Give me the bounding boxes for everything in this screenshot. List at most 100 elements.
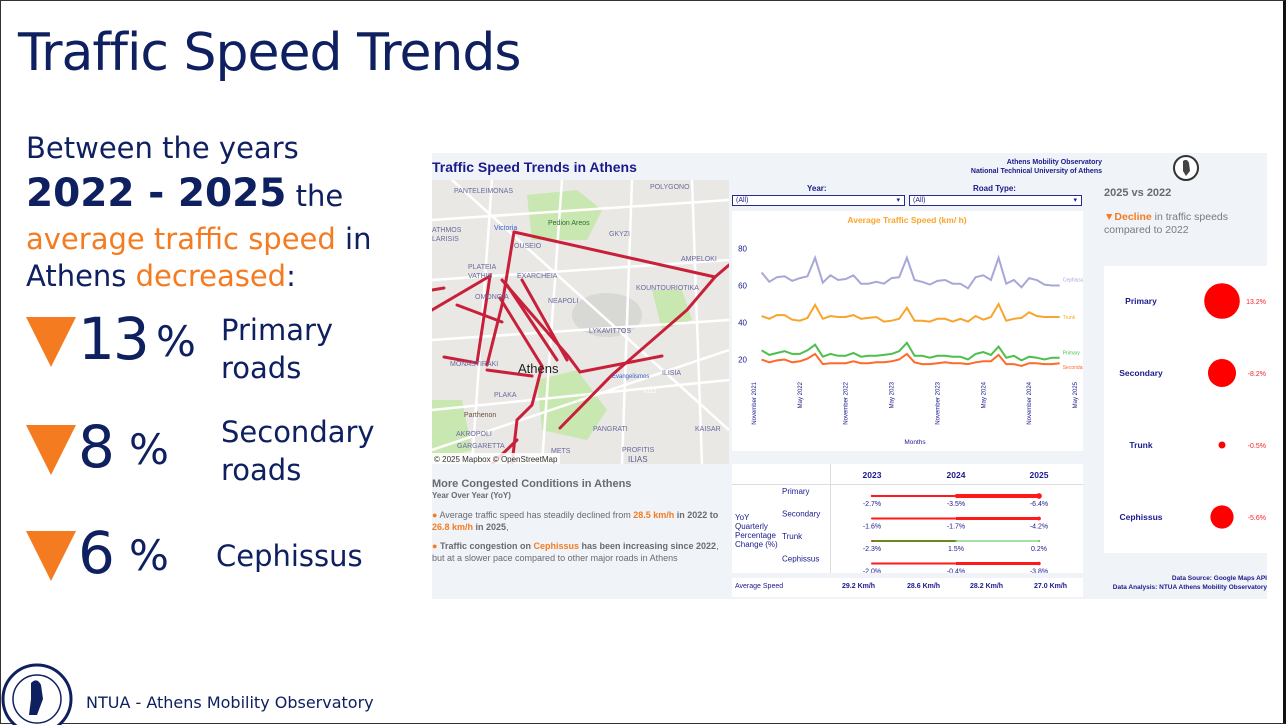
x-tick-label: November 2024 xyxy=(1027,381,1033,424)
x-tick-label: November 2022 xyxy=(844,381,850,424)
dumbbell-point xyxy=(1037,561,1041,566)
yoy-table: YoY Quarterly Percentage Change (%) 2023… xyxy=(732,464,1083,573)
road-type-filter-select[interactable]: (All) xyxy=(909,195,1082,206)
yoy-row-title: YoY Quarterly Percentage Change (%) xyxy=(735,513,778,549)
stat-value: 8 xyxy=(78,413,115,481)
map-label: ILIAS xyxy=(628,455,648,464)
text: in 2022 to xyxy=(674,510,719,520)
stat-value: 13 xyxy=(78,305,150,373)
bubble-label: Primary xyxy=(1125,296,1157,306)
x-tick-label: November 2023 xyxy=(935,381,941,424)
yoy-value: -0.4% xyxy=(947,569,965,574)
bubble xyxy=(1210,505,1234,529)
map-attribution[interactable]: © 2025 Mapbox © OpenStreetMap xyxy=(434,455,558,464)
intro-highlight2: decreased xyxy=(135,259,287,293)
y-tick-label: 40 xyxy=(738,319,747,328)
intro-years: 2022 - 2025 xyxy=(26,171,287,216)
intro-line1: Between the years xyxy=(26,131,299,165)
average-speed-label: Average Speed xyxy=(735,583,784,590)
text: , but at a slower pace compared to other… xyxy=(432,541,719,563)
yoy-value: -1.6% xyxy=(863,524,881,531)
dumbbell-point xyxy=(871,562,873,565)
footer-text: NTUA - Athens Mobility Observatory xyxy=(86,693,374,712)
series-label: Primary xyxy=(1063,351,1081,357)
slide-title: Traffic Speed Trends xyxy=(18,23,521,83)
average-speed-value: 28.2 Km/h xyxy=(970,583,1004,590)
bubble-value: -5.6% xyxy=(1248,515,1266,522)
series-line-primary xyxy=(761,341,1060,362)
bubble-value: -0.5% xyxy=(1248,443,1266,450)
average-speed-value: 27.0 Km/h xyxy=(1034,583,1068,590)
speed-line-chart: Average Traffic Speed (km/ h) 20 40 60 80 Nov… xyxy=(732,211,1083,451)
row-label: Trunk xyxy=(782,532,803,541)
text: Traffic congestion on xyxy=(439,541,534,551)
y-tick-label: 20 xyxy=(738,356,747,365)
map-label: GKYZI xyxy=(609,231,630,238)
chart-title: Average Traffic Speed (km/ h) xyxy=(847,215,966,225)
bullet-dot-icon: ● xyxy=(432,541,438,551)
dashboard-title: Traffic Speed Trends in Athens xyxy=(432,159,637,175)
traffic-map[interactable]: PANTELEIMONAS POLYGONO Pedion Areos Vict… xyxy=(432,180,729,464)
congestion-panel: More Congested Conditions in Athens Year… xyxy=(432,478,727,564)
dumbbell-point xyxy=(870,539,874,543)
yoy-value: -3.5% xyxy=(947,501,965,508)
text: Cephissus xyxy=(533,541,579,551)
stat-label-1: Secondary xyxy=(221,415,375,449)
x-tick-label: November 2021 xyxy=(752,381,758,424)
yoy-value: -4.2% xyxy=(1030,524,1048,531)
comparison-title: 2025 vs 2022 xyxy=(1104,187,1172,199)
series-label: Secondary xyxy=(1063,365,1083,371)
congestion-title: More Congested Conditions in Athens xyxy=(432,478,632,490)
source-line2: Data Analysis: NTUA Athens Mobility Obse… xyxy=(1112,584,1267,591)
ntua-logo xyxy=(1,663,73,725)
map-label: MONASTIRAKI xyxy=(450,361,498,368)
map-label: LYKAVITTOS xyxy=(589,328,631,335)
stat-label-1: Primary xyxy=(221,313,334,347)
series-label: Cephissus xyxy=(1063,278,1083,284)
map-label: A112 xyxy=(643,389,657,395)
decline-text: ▼Decline xyxy=(1104,211,1152,223)
map-label: KOUNTOURIOTIKA xyxy=(636,285,699,292)
dumbbell-point xyxy=(955,562,957,565)
bubble-label: Secondary xyxy=(1119,368,1163,378)
yoy-value: 1.5% xyxy=(948,546,964,553)
text: , xyxy=(506,522,509,532)
intro-highlight1: average traffic speed xyxy=(26,222,336,256)
yoy-value: -3.8% xyxy=(1030,569,1048,574)
yoy-value: -1.7% xyxy=(947,524,965,531)
dumbbell-point xyxy=(954,494,958,498)
down-triangle-icon xyxy=(26,317,76,367)
congestion-point-2: ● Traffic congestion on Cephissus has be… xyxy=(432,540,727,564)
source-line1: Data Source: Google Maps API xyxy=(1171,575,1267,582)
row-label: Secondary xyxy=(782,510,820,519)
dumbbell-point xyxy=(1036,493,1042,499)
map-label: ATHMOS xyxy=(432,227,462,234)
x-tick-label: May 2023 xyxy=(890,381,896,408)
org-line2: National Technical University of Athens xyxy=(970,168,1102,175)
yoy-value: 0.2% xyxy=(1031,546,1047,553)
year-filter-label: Year: xyxy=(807,184,827,193)
map-label: POLYGONO xyxy=(650,184,690,191)
down-triangle-icon xyxy=(26,425,76,475)
bubble xyxy=(1218,441,1226,449)
data-sources: Data Source: Google Maps API Data Analysi… xyxy=(1113,574,1267,592)
map-label: PANGRATI xyxy=(593,426,628,433)
year-header: 2024 xyxy=(947,470,966,480)
map-label: PROFITIS xyxy=(622,447,655,454)
intro-colon: : xyxy=(286,259,296,293)
yoy-value: -2.0% xyxy=(863,569,881,574)
intro-line2: 2022 - 2025 the xyxy=(26,171,343,216)
map-label: Evangelismos xyxy=(612,374,649,380)
stat-label: Primary roads xyxy=(221,311,333,387)
stat-label: Secondary roads xyxy=(221,413,375,489)
year-filter-select[interactable]: (All) xyxy=(732,195,905,206)
map-label: Parthenon xyxy=(464,412,496,419)
y-tick-label: 60 xyxy=(738,282,747,291)
yoy-dumbbells: 2023 2024 2025 Primary -2.7% -3.5% -6.4% Second… xyxy=(782,470,1049,574)
series-line-trunk xyxy=(761,301,1060,323)
dumbbell-point xyxy=(955,517,957,520)
dumbbell-point xyxy=(870,494,874,498)
average-speed-value: 28.6 Km/h xyxy=(907,583,941,590)
stat-label: Cephissus xyxy=(216,539,363,573)
ntua-seal-icon xyxy=(1173,155,1199,181)
